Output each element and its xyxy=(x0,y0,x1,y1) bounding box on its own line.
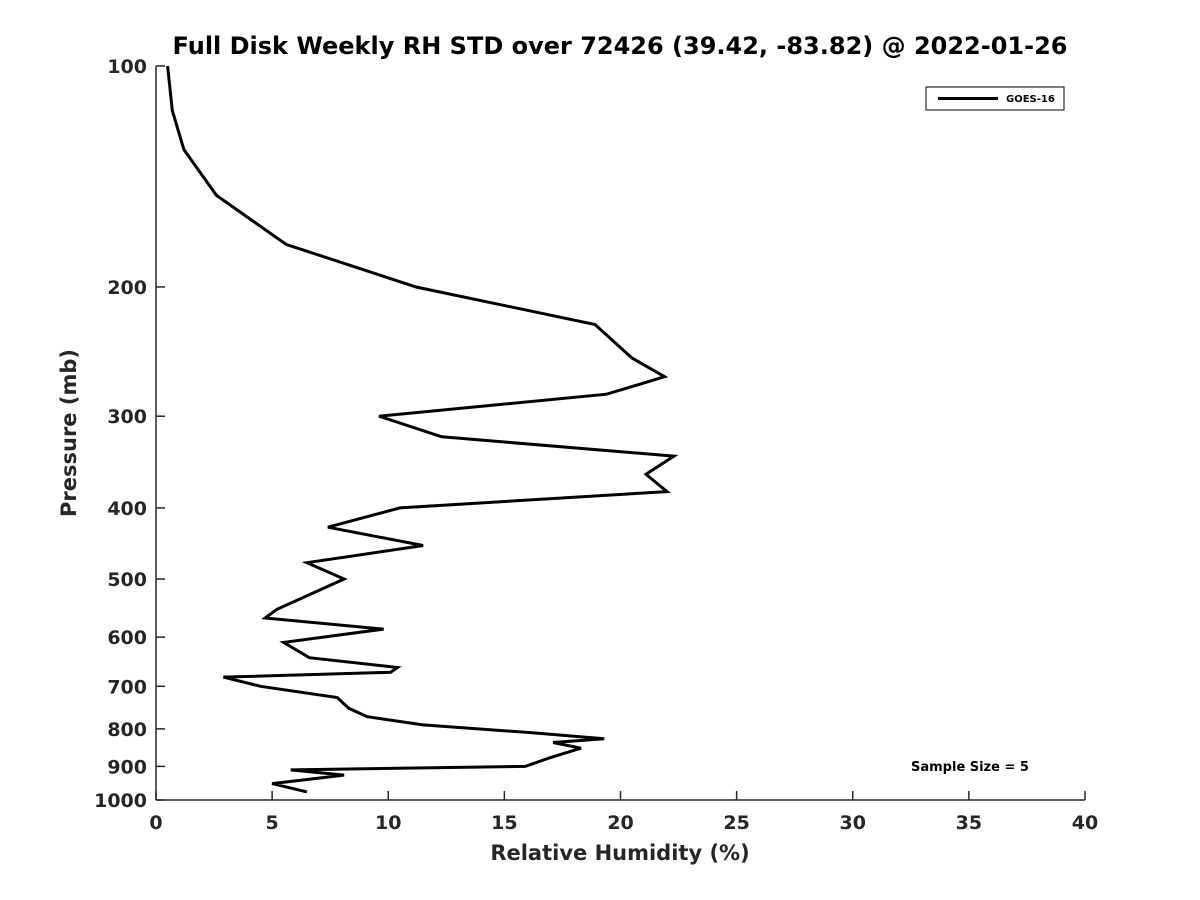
x-tick-label: 0 xyxy=(149,812,162,834)
x-tick-label: 40 xyxy=(1072,812,1098,834)
y-tick-label: 600 xyxy=(107,627,147,649)
y-axis-label: Pressure (mb) xyxy=(57,349,81,517)
axis-ticks: 0 5 10 15 20 25 30 35 40 100 200 300 400 500 600 700 800… xyxy=(94,56,1098,834)
x-tick-label: 10 xyxy=(375,812,401,834)
y-tick-label: 700 xyxy=(107,676,147,698)
x-tick-label: 25 xyxy=(723,812,749,834)
chart-title: Full Disk Weekly RH STD over 72426 (39.4… xyxy=(173,32,1068,60)
x-axis-label: Relative Humidity (%) xyxy=(490,841,749,865)
x-tick-label: 20 xyxy=(607,812,633,834)
y-tick-label: 200 xyxy=(107,277,147,299)
y-tick-label: 400 xyxy=(107,498,147,520)
x-tick-label: 5 xyxy=(266,812,279,834)
sample-size-annotation: Sample Size = 5 xyxy=(911,760,1029,775)
y-tick-label: 100 xyxy=(107,56,147,78)
x-tick-label: 15 xyxy=(491,812,517,834)
y-tick-label: 300 xyxy=(107,406,147,428)
y-tick-label: 900 xyxy=(107,756,147,778)
y-tick-label: 1000 xyxy=(94,790,147,812)
legend: GOES-16 xyxy=(925,86,1065,111)
legend-entry-goes-16: GOES-16 xyxy=(1006,94,1055,105)
y-tick-label: 800 xyxy=(107,719,147,741)
y-tick-label: 500 xyxy=(107,569,147,591)
x-tick-label: 30 xyxy=(840,812,866,834)
x-tick-label: 35 xyxy=(956,812,982,834)
series-line-goes-16 xyxy=(166,65,679,794)
